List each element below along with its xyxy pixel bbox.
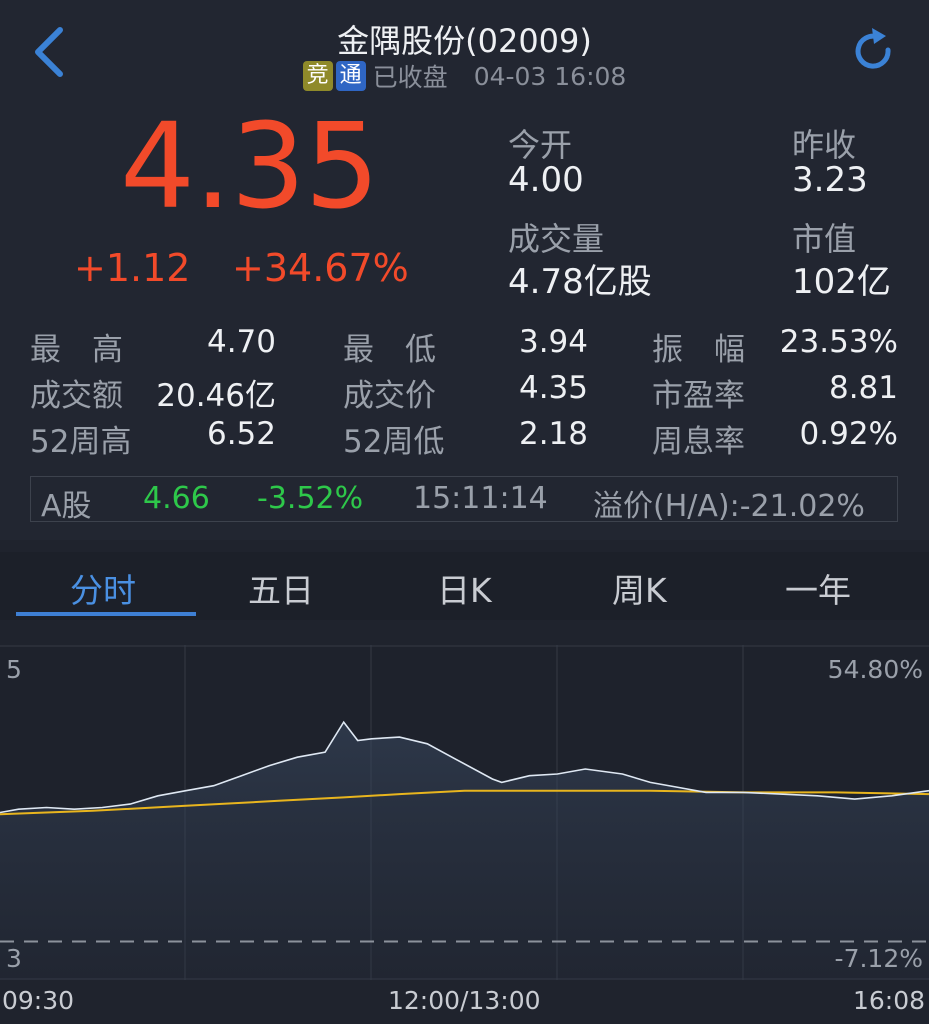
pe-ratio-label: 市盈率 <box>652 378 745 414</box>
stock-title: 金隅股份(02009) <box>337 22 592 60</box>
tab-one-year[interactable]: 一年 <box>785 571 851 610</box>
market-cap-label: 市值 <box>792 220 857 258</box>
tab-five-day[interactable]: 五日 <box>248 571 314 610</box>
price-line <box>0 720 929 814</box>
week52-low-label: 52周低 <box>343 424 445 460</box>
badge-tong: 通 <box>335 61 366 91</box>
x-label-open: 09:30 <box>2 986 75 1015</box>
open-value: 4.00 <box>508 160 584 200</box>
status-time: 04-03 16:08 <box>473 61 627 91</box>
dividend-yield-value: 0.92% <box>799 416 898 452</box>
trade-price-value: 4.35 <box>518 370 588 406</box>
week52-low-value: 2.18 <box>518 416 588 452</box>
week52-high-value: 6.52 <box>206 416 276 452</box>
high-value: 4.70 <box>206 324 276 360</box>
tab-daily-k[interactable]: 日K <box>437 571 492 610</box>
a-share-change: -3.52% <box>257 481 364 516</box>
volume-value: 4.78亿股 <box>508 262 652 302</box>
a-share-bar[interactable]: A股 4.66 -3.52% 15:11:14 溢价(H/A):-21.02% <box>30 476 898 524</box>
intraday-chart-svg <box>0 645 929 980</box>
ah-premium: 溢价(H/A):-21.02% <box>593 489 865 524</box>
current-price: 4.35 <box>120 97 380 235</box>
prev-close-value: 3.23 <box>792 160 868 200</box>
price-change: +1.12 <box>74 246 191 290</box>
low-value: 3.94 <box>518 324 588 360</box>
y-right-bottom: -7.12% <box>834 944 923 973</box>
amplitude-label: 振 幅 <box>652 332 745 368</box>
trade-price-label: 成交价 <box>343 378 436 414</box>
pe-ratio-value: 8.81 <box>828 370 898 406</box>
volume-label: 成交量 <box>508 220 605 258</box>
tab-weekly-k[interactable]: 周K <box>612 571 667 610</box>
y-left-bottom: 3 <box>6 944 22 973</box>
price-area <box>0 722 929 980</box>
turnover-value: 20.46亿 <box>156 378 276 414</box>
y-right-top: 54.80% <box>827 655 923 684</box>
low-label: 最 低 <box>343 332 436 368</box>
week52-high-label: 52周高 <box>30 424 132 460</box>
back-arrow-icon[interactable] <box>30 26 70 78</box>
open-label: 今开 <box>508 126 573 164</box>
a-share-label: A股 <box>41 489 92 524</box>
price-change-percent: +34.67% <box>232 246 409 290</box>
amplitude-value: 23.53% <box>779 324 898 360</box>
x-label-close: 16:08 <box>852 986 925 1015</box>
prev-close-label: 昨收 <box>792 126 857 164</box>
turnover-label: 成交额 <box>30 378 123 414</box>
tab-active-indicator <box>16 612 196 616</box>
x-label-midday: 12:00/13:00 <box>388 986 541 1015</box>
a-share-price: 4.66 <box>143 481 210 516</box>
market-status: 已收盘 <box>372 63 448 92</box>
chart-tabs: 分时 五日 日K 周K 一年 <box>0 552 929 620</box>
high-label: 最 高 <box>30 332 123 368</box>
status-row: 竞通已收盘 04-03 16:08 <box>0 58 929 94</box>
y-left-top: 5 <box>6 655 22 684</box>
refresh-icon[interactable] <box>848 26 898 76</box>
a-share-time: 15:11:14 <box>413 481 548 516</box>
tab-intraday[interactable]: 分时 <box>70 571 136 610</box>
dividend-yield-label: 周息率 <box>652 424 745 460</box>
market-cap-value: 102亿 <box>792 262 891 302</box>
quote-panel <box>0 0 929 540</box>
intraday-chart[interactable] <box>0 645 929 980</box>
badge-jing: 竞 <box>302 61 333 91</box>
